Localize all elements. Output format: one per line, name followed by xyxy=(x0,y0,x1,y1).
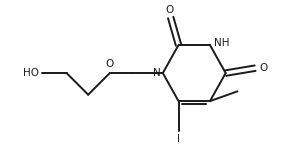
Text: HO: HO xyxy=(23,68,39,78)
Text: O: O xyxy=(259,63,267,73)
Text: O: O xyxy=(106,59,114,69)
Text: O: O xyxy=(166,4,174,15)
Text: I: I xyxy=(177,134,180,144)
Text: NH: NH xyxy=(214,38,230,48)
Text: N: N xyxy=(153,68,161,78)
